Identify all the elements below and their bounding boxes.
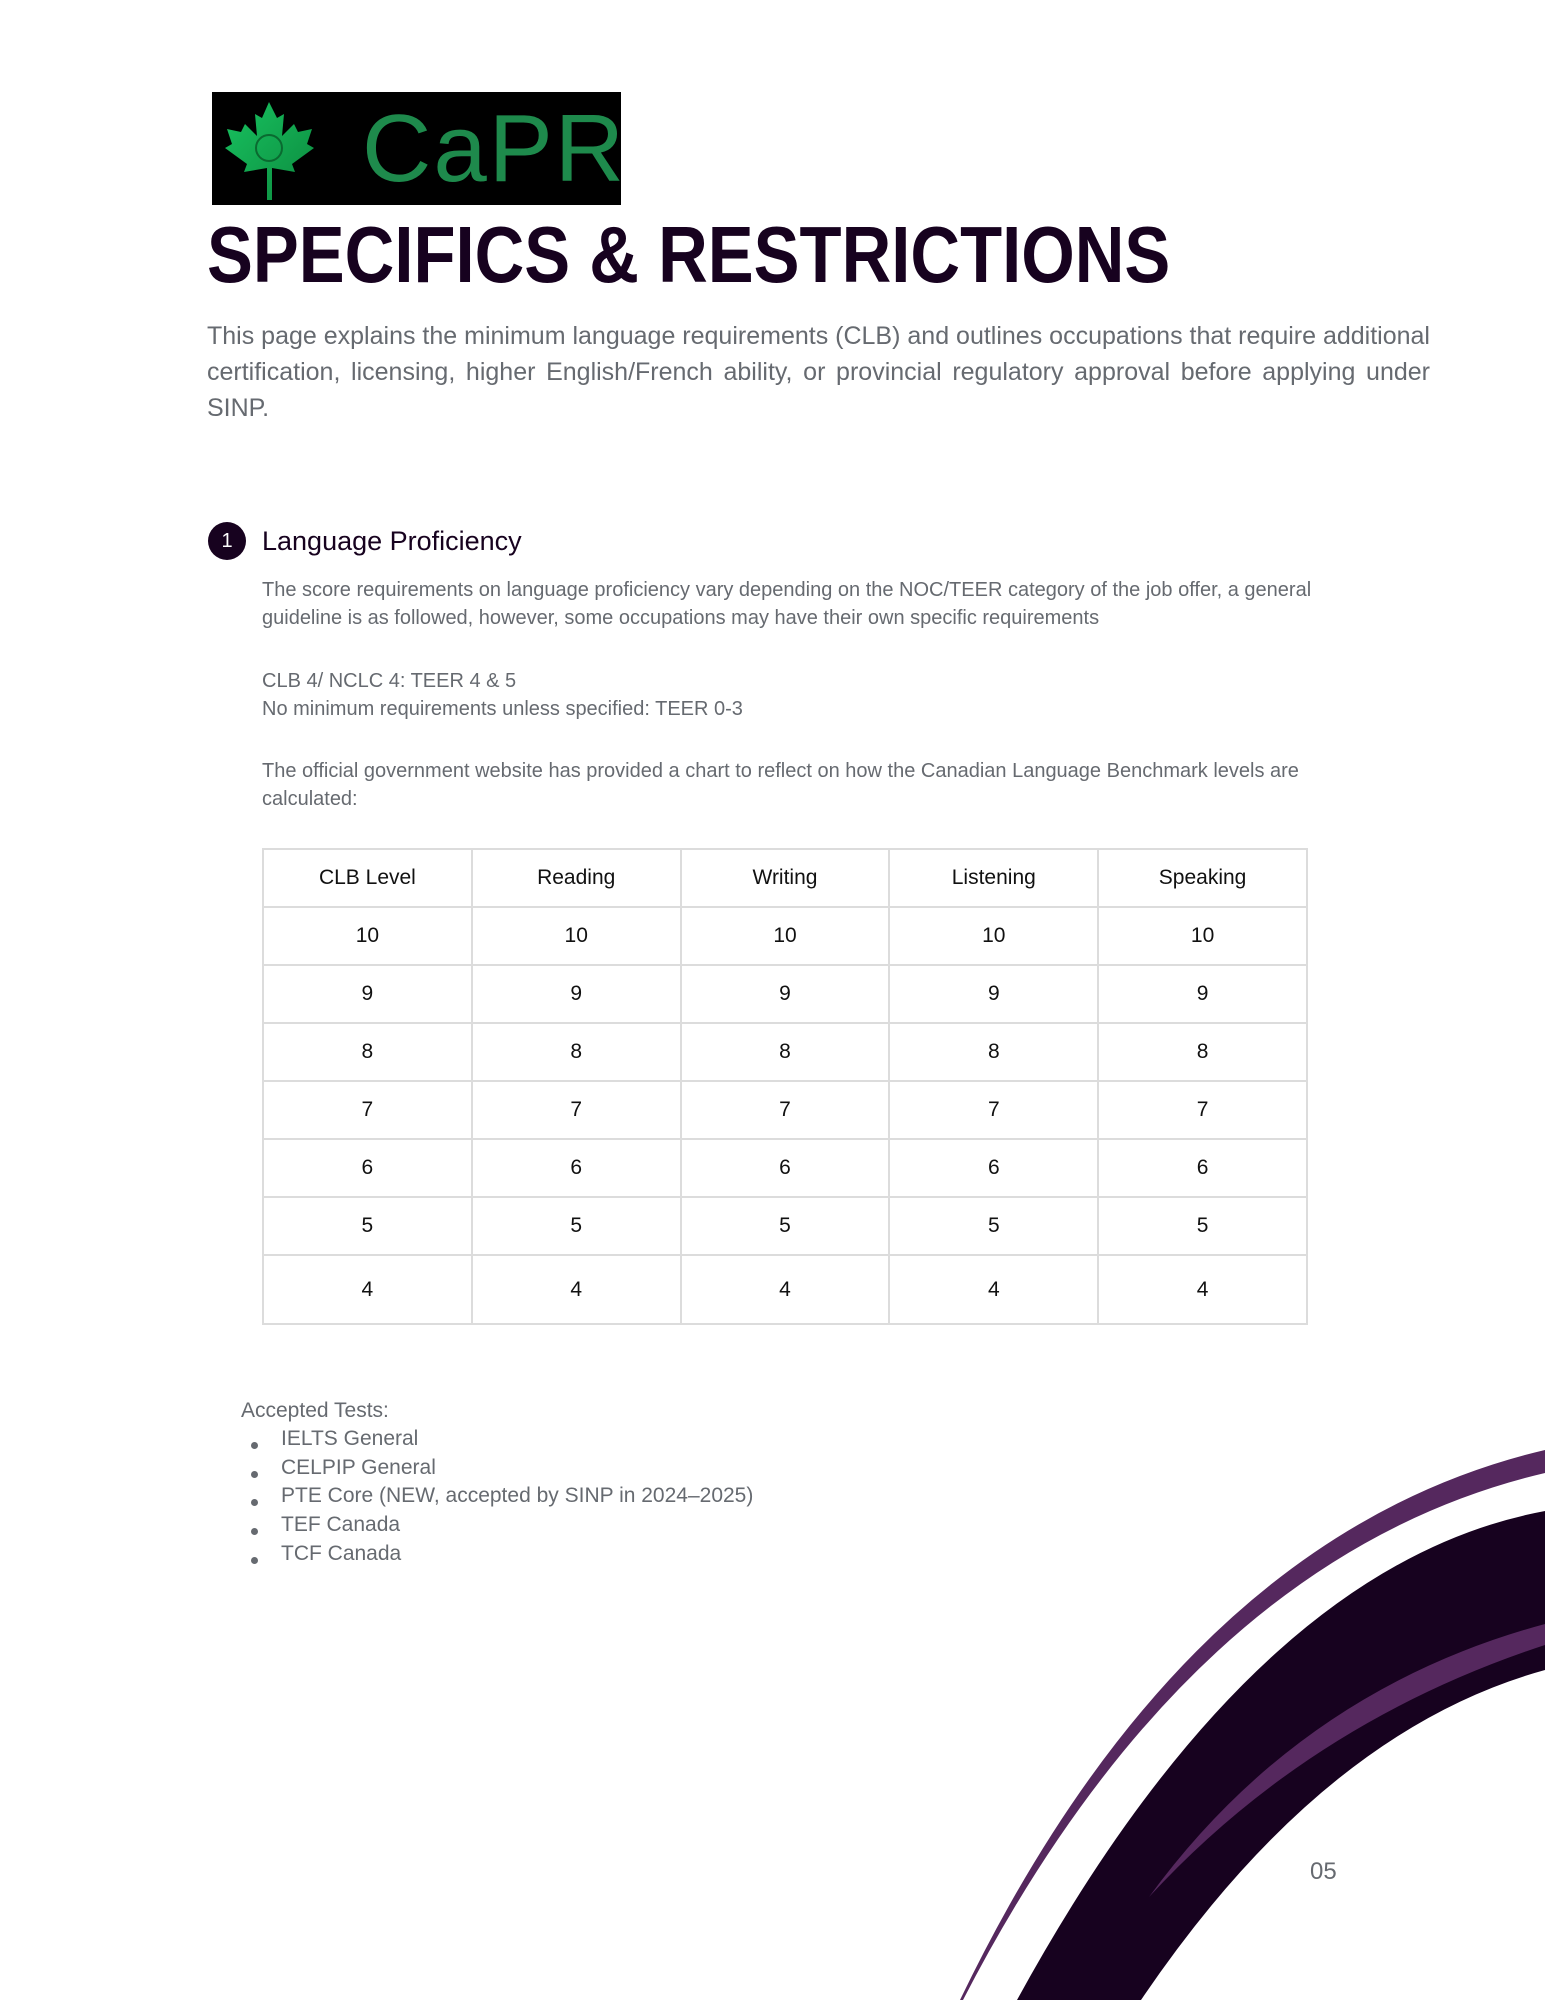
table-cell: 4	[1097, 1254, 1308, 1325]
section-number-badge: 1	[208, 522, 246, 560]
logo-text: CaPR	[362, 95, 627, 202]
table-cell: 10	[888, 906, 1100, 966]
table-cell: 10	[470, 906, 682, 966]
chart-intro: The official government website has prov…	[262, 760, 1299, 810]
table-cell: 4	[888, 1254, 1100, 1325]
clb-table: CLB Level Reading Writing Listening Spea…	[262, 848, 1308, 1325]
table-cell: 7	[888, 1080, 1100, 1140]
table-cell: 7	[1097, 1080, 1308, 1140]
table-cell: 9	[888, 964, 1100, 1024]
table-cell: 8	[470, 1022, 682, 1082]
table-cell: 7	[470, 1080, 682, 1140]
page-title: SPECIFICS & RESTRICTIONS	[207, 210, 1171, 299]
dark-band-arc	[1017, 1511, 1545, 2000]
list-item: TCF Canada	[248, 1540, 753, 1569]
test-name: PTE Core (NEW, accepted by SINP in 2024–…	[281, 1484, 754, 1508]
table-cell: 5	[1097, 1196, 1308, 1256]
table-cell: 9	[679, 964, 891, 1024]
table-cell: 8	[888, 1022, 1100, 1082]
table-cell: 4	[679, 1254, 891, 1325]
header-listening: Listening	[888, 848, 1100, 908]
table-cell: 6	[262, 1138, 473, 1198]
accepted-tests-list: IELTS General CELPIP General PTE Core (NEW…	[248, 1425, 753, 1569]
purple-inner-stripe	[1149, 1624, 1545, 1897]
table-cell: 6	[1097, 1138, 1308, 1198]
table-cell: 6	[679, 1138, 891, 1198]
bullet-icon	[251, 1556, 258, 1564]
page-number: 05	[1310, 1858, 1337, 1885]
table-header-row: CLB Level Reading Writing Listening Spea…	[262, 848, 1308, 908]
list-item: IELTS General	[248, 1425, 753, 1454]
intro-paragraph: This page explains the minimum language …	[207, 322, 1430, 422]
table-cell: 8	[262, 1022, 473, 1082]
test-name: TCF Canada	[281, 1541, 402, 1565]
no-minimum-requirement: No minimum requirements unless specified…	[262, 698, 743, 720]
header-writing: Writing	[679, 848, 891, 908]
table-cell: 10	[679, 906, 891, 966]
table-cell: 4	[470, 1254, 682, 1325]
list-item: TEF Canada	[248, 1511, 753, 1540]
test-name: TEF Canada	[281, 1513, 401, 1537]
table-cell: 6	[888, 1138, 1100, 1198]
table-cell: 9	[1097, 964, 1308, 1024]
table-cell: 8	[679, 1022, 891, 1082]
test-name: CELPIP General	[281, 1455, 436, 1479]
table-cell: 7	[262, 1080, 473, 1140]
section-title: Language Proficiency	[262, 526, 522, 556]
header-reading: Reading	[470, 848, 682, 908]
table-cell: 10	[262, 906, 473, 966]
bullet-icon	[251, 1470, 258, 1478]
bullet-icon	[251, 1442, 258, 1449]
bullet-icon	[251, 1499, 258, 1507]
table-cell: 5	[888, 1196, 1100, 1256]
list-item: CELPIP General	[248, 1454, 753, 1483]
table-cell: 5	[470, 1196, 682, 1256]
list-item: PTE Core (NEW, accepted by SINP in 2024–…	[248, 1482, 753, 1511]
table-cell: 5	[679, 1196, 891, 1256]
clb4-requirement: CLB 4/ NCLC 4: TEER 4 & 5	[262, 670, 517, 692]
maple-leaf-icon	[225, 102, 314, 200]
table-cell: 7	[679, 1080, 891, 1140]
accepted-tests-label: Accepted Tests:	[241, 1399, 389, 1422]
table-cell: 8	[1097, 1022, 1308, 1082]
section-description: The score requirements on language profi…	[262, 579, 1312, 629]
table-cell: 5	[262, 1196, 473, 1256]
test-name: IELTS General	[281, 1427, 419, 1450]
table-cell: 9	[262, 964, 473, 1024]
table-cell: 6	[470, 1138, 682, 1198]
table-cell: 10	[1097, 906, 1308, 966]
header-clb-level: CLB Level	[262, 848, 473, 908]
header-speaking: Speaking	[1097, 848, 1308, 908]
table-cell: 4	[262, 1254, 473, 1325]
capr-logo: CaPR	[212, 92, 624, 205]
bullet-icon	[251, 1528, 258, 1536]
table-cell: 9	[470, 964, 682, 1024]
table-row: 10 10 10 10 10	[262, 906, 1308, 966]
